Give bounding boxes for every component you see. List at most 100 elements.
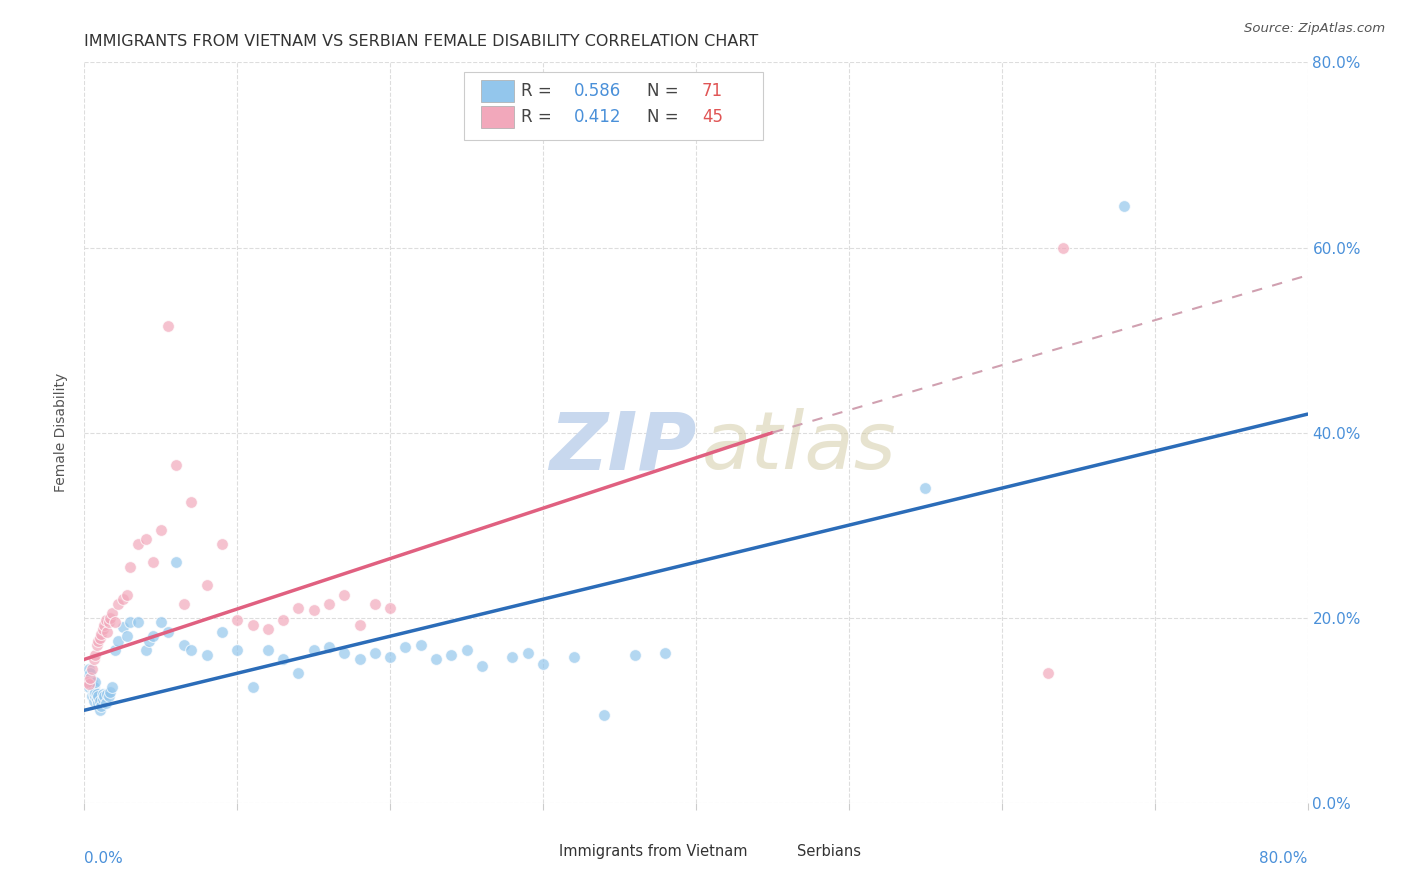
Point [624, 648, 647, 662]
Point [226, 613, 249, 627]
Point [127, 536, 149, 550]
Point [409, 639, 432, 653]
Point [84, 675, 107, 690]
Point [394, 640, 416, 655]
Point [287, 666, 309, 681]
Point [502, 649, 524, 664]
Point [380, 601, 402, 615]
FancyBboxPatch shape [464, 72, 763, 140]
Point [111, 620, 134, 634]
Point [242, 680, 264, 694]
Point [127, 615, 149, 630]
Y-axis label: Female Disability: Female Disability [55, 373, 69, 492]
Point [287, 601, 309, 615]
Point [654, 646, 676, 660]
Point [87, 633, 110, 648]
Point [76, 671, 98, 685]
Point [80, 662, 103, 676]
Point [138, 633, 160, 648]
Point [173, 639, 195, 653]
Text: 71: 71 [702, 82, 723, 100]
Point [226, 643, 249, 657]
Point [914, 481, 936, 495]
Point [77, 680, 100, 694]
Point [90, 627, 112, 641]
Point [86, 692, 108, 706]
Point [96, 687, 118, 701]
Point [96, 624, 118, 639]
FancyBboxPatch shape [523, 843, 553, 861]
Point [302, 643, 325, 657]
Point [1114, 199, 1136, 213]
Point [91, 687, 114, 701]
Text: atlas: atlas [702, 409, 897, 486]
Point [83, 680, 105, 694]
Text: IMMIGRANTS FROM VIETNAM VS SERBIAN FEMALE DISABILITY CORRELATION CHART: IMMIGRANTS FROM VIETNAM VS SERBIAN FEMAL… [84, 34, 759, 49]
Point [516, 646, 538, 660]
Point [165, 555, 187, 569]
Point [195, 578, 218, 592]
Point [91, 692, 114, 706]
Point [165, 458, 187, 472]
Point [471, 658, 494, 673]
Point [94, 696, 117, 710]
Point [180, 643, 202, 657]
Text: Immigrants from Vietnam: Immigrants from Vietnam [560, 844, 748, 859]
Point [257, 622, 280, 636]
Point [83, 694, 105, 708]
Point [1036, 666, 1059, 681]
Point [425, 652, 447, 666]
Point [380, 649, 402, 664]
Point [80, 675, 103, 690]
Point [173, 597, 195, 611]
Point [531, 657, 554, 671]
Point [157, 319, 180, 334]
Text: 80.0%: 80.0% [1260, 851, 1308, 866]
Text: R =: R = [522, 108, 557, 127]
Point [115, 588, 138, 602]
Point [157, 624, 180, 639]
Point [318, 597, 340, 611]
Point [101, 680, 124, 694]
Point [104, 643, 127, 657]
Point [97, 690, 120, 704]
Text: 0.412: 0.412 [574, 108, 621, 127]
Text: 0.586: 0.586 [574, 82, 621, 100]
Point [211, 536, 233, 550]
Point [97, 615, 120, 630]
Point [94, 613, 117, 627]
Text: ZIP: ZIP [550, 409, 696, 486]
Text: 45: 45 [702, 108, 723, 127]
Point [87, 696, 110, 710]
Text: Source: ZipAtlas.com: Source: ZipAtlas.com [1244, 22, 1385, 36]
Point [87, 690, 110, 704]
Point [89, 631, 111, 645]
Point [79, 671, 101, 685]
Point [107, 633, 129, 648]
Point [593, 707, 616, 722]
Text: N =: N = [647, 108, 683, 127]
Point [84, 685, 107, 699]
FancyBboxPatch shape [481, 106, 513, 128]
Point [318, 640, 340, 655]
Point [135, 532, 157, 546]
Point [302, 603, 325, 617]
Point [86, 639, 108, 653]
Point [90, 698, 112, 713]
Point [180, 495, 202, 509]
Point [333, 646, 356, 660]
Point [77, 662, 100, 676]
Point [98, 610, 121, 624]
Point [115, 629, 138, 643]
Point [135, 643, 157, 657]
Point [1052, 240, 1074, 255]
Point [101, 606, 124, 620]
Point [149, 523, 172, 537]
Point [111, 592, 134, 607]
Point [89, 703, 111, 717]
Point [120, 559, 142, 574]
Text: N =: N = [647, 82, 683, 100]
Point [142, 629, 165, 643]
Point [107, 597, 129, 611]
Point [149, 615, 172, 630]
